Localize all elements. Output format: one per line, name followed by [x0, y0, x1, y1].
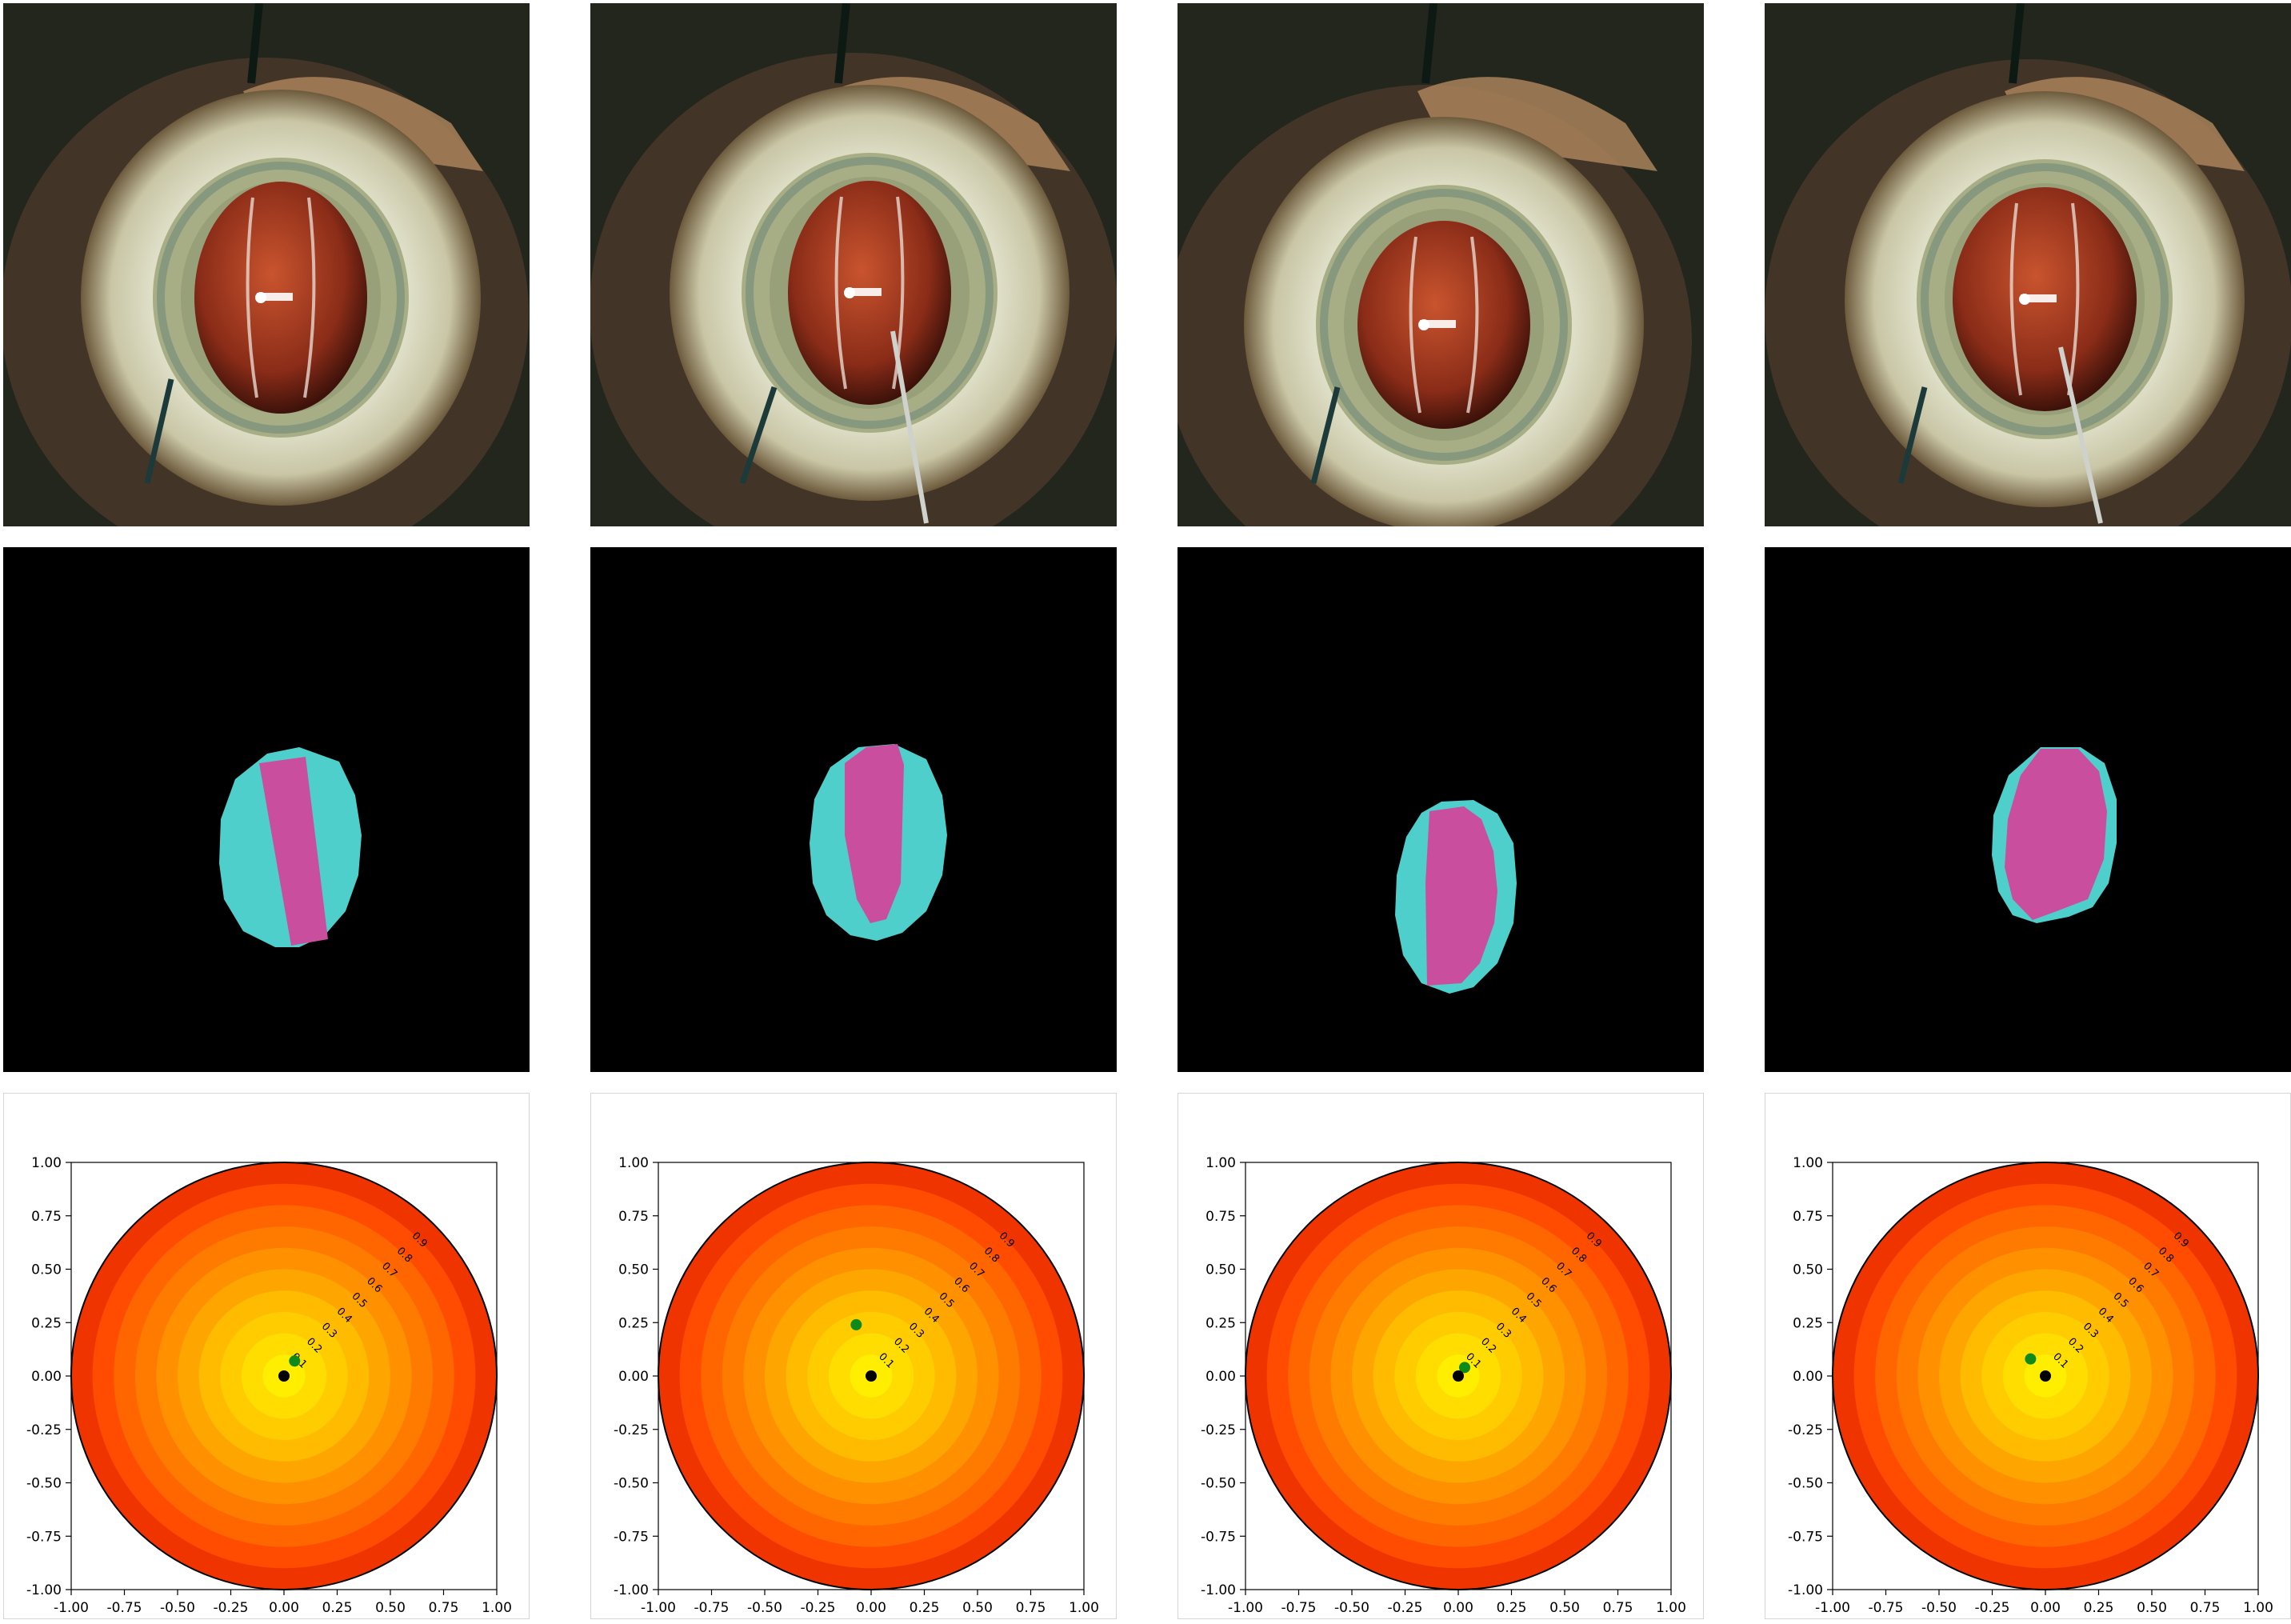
y-tick-label: -0.75	[614, 1529, 649, 1545]
y-tick-label: 0.00	[1205, 1369, 1236, 1385]
y-tick-label: 0.75	[1793, 1209, 1823, 1225]
y-tick-label: 0.25	[31, 1315, 62, 1331]
x-tick-label: -0.50	[747, 1600, 782, 1616]
y-tick-label: 0.75	[1205, 1209, 1236, 1225]
y-tick-label: -1.00	[1788, 1582, 1823, 1598]
reference-center-point	[866, 1370, 877, 1382]
y-tick-label: 1.00	[1205, 1155, 1236, 1171]
y-tick-label: -0.75	[26, 1529, 62, 1545]
y-tick-label: 0.25	[1205, 1315, 1236, 1331]
x-tick-label: 0.50	[2137, 1600, 2167, 1616]
y-tick-label: -0.50	[1201, 1476, 1236, 1492]
x-tick-label: -0.25	[801, 1600, 836, 1616]
predicted-center-point	[2025, 1353, 2037, 1365]
x-tick-label: 0.50	[375, 1600, 406, 1616]
predicted-center-point	[850, 1318, 862, 1330]
y-tick-label: -0.75	[1201, 1529, 1236, 1545]
predicted-center-point	[289, 1355, 301, 1367]
eye-surgery-photo-2	[590, 3, 1117, 526]
y-tick-label: 0.00	[1793, 1369, 1823, 1385]
x-tick-label: 0.00	[269, 1600, 299, 1616]
x-tick-label: 1.00	[2243, 1600, 2273, 1616]
y-tick-label: 1.00	[1793, 1155, 1823, 1171]
y-tick-label: -0.25	[1788, 1422, 1823, 1438]
eye-surgery-photo-3	[1177, 3, 1704, 526]
x-tick-label: 1.00	[482, 1600, 512, 1616]
segmentation-mask-2	[590, 547, 1117, 1072]
x-tick-label: -0.50	[160, 1600, 195, 1616]
y-tick-label: -1.00	[26, 1582, 62, 1598]
y-tick-label: 0.25	[618, 1315, 649, 1331]
iol-region	[845, 744, 904, 923]
x-tick-label: 0.50	[962, 1600, 993, 1616]
x-tick-label: 0.00	[1443, 1600, 1473, 1616]
x-tick-label: -0.75	[1281, 1600, 1317, 1616]
x-tick-label: 1.00	[1656, 1600, 1686, 1616]
x-tick-label: -0.75	[107, 1600, 142, 1616]
y-tick-label: 0.50	[1793, 1262, 1823, 1278]
y-tick-label: 0.00	[618, 1369, 649, 1385]
x-tick-label: 0.25	[910, 1600, 940, 1616]
x-tick-label: -1.00	[1815, 1600, 1850, 1616]
reference-center-point	[278, 1370, 290, 1382]
x-tick-label: 0.25	[2084, 1600, 2114, 1616]
segmentation-mask-4	[1765, 547, 2291, 1072]
x-tick-label: 0.75	[429, 1600, 459, 1616]
reference-center-point	[1453, 1370, 1464, 1382]
y-tick-label: -0.25	[26, 1422, 62, 1438]
x-tick-label: -0.25	[1975, 1600, 2010, 1616]
y-tick-label: 0.00	[31, 1369, 62, 1385]
segmentation-mask-1	[3, 547, 530, 1072]
iol-region	[2005, 749, 2107, 920]
x-tick-label: -0.25	[214, 1600, 249, 1616]
y-tick-label: -0.50	[26, 1476, 62, 1492]
y-tick-label: -0.50	[1788, 1476, 1823, 1492]
x-tick-label: 0.75	[1603, 1600, 1633, 1616]
y-tick-label: -1.00	[614, 1582, 649, 1598]
x-tick-label: -1.00	[1228, 1600, 1263, 1616]
y-tick-label: 1.00	[618, 1155, 649, 1171]
y-tick-label: -0.25	[614, 1422, 649, 1438]
x-tick-label: 0.75	[2190, 1600, 2221, 1616]
predicted-center-point	[1458, 1362, 1470, 1374]
y-tick-label: 0.50	[31, 1262, 62, 1278]
y-tick-label: 1.00	[31, 1155, 62, 1171]
x-tick-label: 0.75	[1016, 1600, 1046, 1616]
x-tick-label: -0.75	[694, 1600, 730, 1616]
x-tick-label: -0.25	[1388, 1600, 1423, 1616]
y-tick-label: -0.75	[1788, 1529, 1823, 1545]
y-tick-label: -0.50	[614, 1476, 649, 1492]
iol-region	[1425, 806, 1497, 986]
y-tick-label: -1.00	[1201, 1582, 1236, 1598]
x-tick-label: 1.00	[1069, 1600, 1099, 1616]
x-tick-label: -1.00	[54, 1600, 89, 1616]
y-tick-label: 0.50	[1205, 1262, 1236, 1278]
contour-plot-4: 0.1 0.2 0.3 0.4 0.5 0.6 0.7 0.8 0.9 -1.00 -0.75 -0.…	[1765, 1093, 2291, 1619]
x-tick-label: -0.50	[1334, 1600, 1369, 1616]
x-tick-label: -1.00	[641, 1600, 676, 1616]
x-tick-label: 0.25	[1497, 1600, 1527, 1616]
y-tick-label: -0.25	[1201, 1422, 1236, 1438]
contour-plot-1: 0.10.20.30.40.50.60.70.80.9-1.00-0.75-0.…	[3, 1093, 530, 1619]
y-tick-label: 0.75	[618, 1209, 649, 1225]
contour-plot-3: 0.1 0.2 0.3 0.4 0.5 0.6 0.7 0.8 0.9 -1.00 -0.75 -0.…	[1177, 1093, 1704, 1619]
x-tick-label: 0.50	[1549, 1600, 1580, 1616]
iol-region	[259, 757, 328, 946]
segmentation-mask-3	[1177, 547, 1704, 1072]
eye-surgery-photo-4	[1765, 3, 2291, 526]
contour-plot-2: 0.1 0.2 0.3 0.4 0.5 0.6 0.7 0.8 0.9 -1.00 -0.75 -0.…	[590, 1093, 1117, 1619]
x-tick-label: -0.75	[1869, 1600, 1904, 1616]
y-tick-label: 0.25	[1793, 1315, 1823, 1331]
eye-surgery-photo-1	[3, 3, 530, 526]
y-tick-label: 0.75	[31, 1209, 62, 1225]
reference-center-point	[2040, 1370, 2051, 1382]
x-tick-label: 0.25	[322, 1600, 353, 1616]
x-tick-label: -0.50	[1921, 1600, 1957, 1616]
y-tick-label: 0.50	[618, 1262, 649, 1278]
x-tick-label: 0.00	[2030, 1600, 2061, 1616]
x-tick-label: 0.00	[856, 1600, 886, 1616]
